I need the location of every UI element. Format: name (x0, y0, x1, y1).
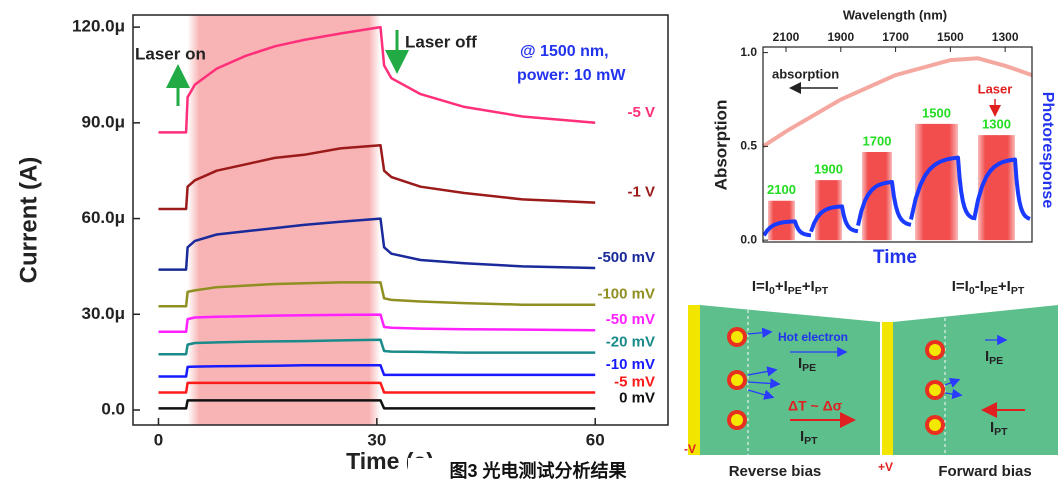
y-tick-label: 0.0 (101, 399, 125, 418)
top-axis-title: Wavelength (nm) (843, 7, 947, 22)
y-tick-label: 120.0μ (72, 17, 125, 36)
x-tick-label: 60 (586, 430, 605, 449)
subscript: PE (984, 285, 998, 297)
top-tick-label: 1900 (827, 30, 854, 44)
voltage-label: +V (878, 460, 893, 474)
absorption-label: absorption (772, 66, 839, 81)
y2-axis-title: Photoresponse (1039, 92, 1056, 209)
series-label: -50 mV (606, 311, 655, 328)
annotation: Laser on (135, 44, 206, 63)
y-tick-label: 0.5 (740, 139, 757, 153)
pulse-label: 1700 (863, 133, 892, 148)
annotation: Laser (978, 81, 1013, 96)
formula-part: +I (998, 278, 1011, 295)
formula-part: +I (802, 278, 815, 295)
formula-part: -I (975, 278, 984, 295)
subscript: PE (788, 285, 802, 297)
top-tick-label: 1700 (882, 30, 909, 44)
formula-part: I=I (752, 278, 769, 295)
series-label: -1 V (627, 184, 655, 201)
electrode (882, 322, 893, 455)
subscript: PT (1011, 285, 1025, 297)
subscript: PT (994, 426, 1008, 438)
annotation: power: 10 mW (517, 67, 626, 84)
formula-part: I=I (952, 278, 969, 295)
top-tick-label: 1300 (992, 30, 1019, 44)
x-axis-title: Time (873, 247, 917, 268)
y-tick-label: 30.0μ (82, 304, 126, 323)
series-label: -20 mV (606, 334, 655, 351)
x-tick-label: 30 (367, 430, 386, 449)
subscript: PE (989, 355, 1003, 367)
y-tick-label: 1.0 (740, 45, 757, 59)
series-label: -100 mV (597, 286, 655, 303)
series-label: -5 V (627, 104, 655, 121)
x-tick-label: 0 (154, 430, 163, 449)
top-tick-label: 2100 (773, 30, 800, 44)
pulse-label: 2100 (767, 182, 796, 197)
pulse-label: 1300 (982, 117, 1011, 132)
y-axis-title: Absorption (711, 100, 730, 191)
channel (893, 305, 1058, 455)
diagram-label: ΔT ~ Δσ (788, 398, 843, 414)
subscript: PT (804, 435, 818, 447)
bias-label: Reverse bias (729, 463, 822, 480)
annotation: Laser off (405, 32, 477, 51)
subscript: PE (802, 362, 816, 374)
top-tick-label: 1500 (937, 30, 964, 44)
pulse-label: 1500 (922, 105, 951, 120)
series-label: -500 mV (597, 249, 655, 266)
subscript: PT (815, 285, 829, 297)
pulse-label: 1900 (814, 162, 843, 177)
voltage-label: -V (684, 442, 696, 456)
annotation: @ 1500 nm, (520, 43, 609, 60)
y-tick-label: 60.0μ (82, 208, 126, 227)
caption: 图3 光电测试分析结果 (449, 460, 627, 481)
y-tick-label: 90.0μ (82, 112, 126, 131)
formula-part: +I (775, 278, 788, 295)
formula: I=I0+IPE+IPT (752, 278, 829, 297)
series-label: -5 mV (614, 373, 655, 390)
electrode (688, 305, 700, 455)
series-label: -10 mV (606, 356, 655, 373)
y-axis-title: Current (A) (15, 157, 42, 284)
figure: 0.030.0μ60.0μ90.0μ120.0μ03060Time (s)Cur… (0, 0, 1061, 485)
series-label: 0 mV (619, 389, 655, 406)
bias-label: Forward bias (938, 463, 1031, 480)
diagram-label: Hot electron (778, 330, 848, 344)
formula: I=I0-IPE+IPT (952, 278, 1025, 297)
y-tick-label: 0.0 (740, 232, 757, 246)
